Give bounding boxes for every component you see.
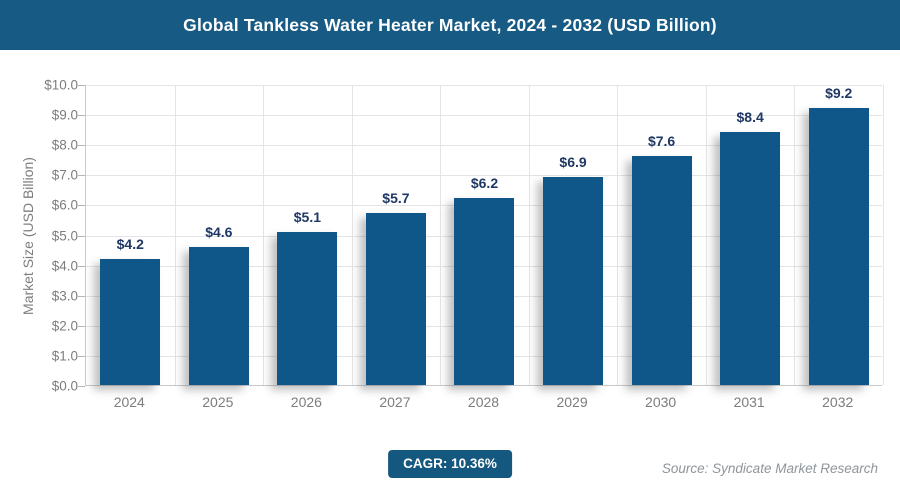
v-gridline [351, 85, 353, 385]
y-axis-tick-label: $2.0 [51, 318, 78, 334]
bar-value-label: $6.2 [470, 175, 499, 192]
bar-value-label: $7.6 [647, 133, 676, 150]
cagr-badge: CAGR: 10.36% [388, 450, 512, 478]
bar [454, 198, 515, 385]
bar-value-label: $8.4 [736, 109, 764, 126]
v-gridline [883, 85, 884, 385]
bar-column: $6.9 [529, 85, 618, 385]
y-axis-tick-label: $8.0 [51, 137, 78, 153]
y-axis-tick [78, 115, 85, 117]
y-axis-tick [78, 175, 85, 177]
bar-column: $4.2 [86, 85, 175, 385]
v-gridline [617, 85, 619, 385]
bar-column: $4.6 [175, 85, 264, 385]
x-axis-label: 2030 [645, 394, 677, 410]
x-axis-label: 2032 [822, 394, 854, 410]
bar [188, 246, 249, 385]
bar [277, 231, 338, 385]
bar-value-label: $4.2 [116, 235, 144, 252]
v-gridline [263, 85, 265, 385]
chart-title: Global Tankless Water Heater Market, 202… [183, 14, 717, 35]
bar-column: $5.7 [352, 85, 441, 385]
x-axis-label: 2027 [379, 394, 411, 410]
y-axis-tick [78, 355, 85, 357]
x-axis-label: 2028 [467, 394, 500, 410]
source-credit: Source: Syndicate Market Research [661, 461, 878, 476]
x-axis-label: 2029 [556, 394, 588, 410]
y-axis-tick-label: $3.0 [51, 288, 78, 304]
bar [543, 177, 604, 385]
y-axis-tick-label: $7.0 [51, 167, 78, 183]
bar-column: $6.2 [440, 85, 529, 385]
x-axis-label: 2026 [290, 394, 322, 410]
v-gridline [528, 85, 530, 385]
v-gridline [174, 85, 176, 385]
bar [100, 258, 161, 385]
bar-value-label: $5.7 [382, 190, 410, 207]
bar-value-label: $5.1 [293, 208, 321, 225]
y-axis-tick [78, 265, 85, 267]
h-gridline [86, 175, 882, 177]
y-axis-tick [78, 386, 85, 387]
chart-title-bar: Global Tankless Water Heater Market, 202… [0, 0, 900, 50]
x-axis-label: 2025 [202, 394, 234, 410]
bar-column: $5.1 [263, 85, 352, 385]
y-axis-tick [78, 295, 85, 297]
h-gridline [86, 115, 882, 117]
bar-value-label: $9.2 [825, 85, 853, 102]
y-axis-tick-label: $4.0 [51, 258, 78, 274]
y-axis-tick-label: $0.0 [51, 378, 78, 394]
y-axis-tick-label: $5.0 [51, 228, 78, 243]
bar-column: $8.4 [706, 85, 795, 385]
y-axis-tick [78, 205, 85, 207]
y-axis-tick [78, 325, 85, 327]
y-axis-tick [78, 145, 85, 147]
y-axis-tick-label: $9.0 [51, 107, 78, 123]
v-gridline [794, 85, 796, 385]
bar [720, 132, 781, 385]
bar-value-label: $4.6 [205, 223, 233, 240]
x-axis-label: 2024 [113, 394, 145, 410]
bar [631, 156, 692, 385]
bar-value-label: $6.9 [559, 154, 587, 171]
bar-column: $9.2 [794, 85, 883, 385]
x-axis-label: 2031 [733, 394, 765, 410]
bar [808, 108, 869, 385]
plot-area: $4.2 $4.6 $5.1 $5.7 $6.2 $6.9 $7.6 $8.4 $9.2 [78, 85, 884, 387]
y-axis-tick-label: $6.0 [51, 197, 78, 213]
bar-column: $7.6 [617, 85, 706, 385]
y-axis-tick [78, 235, 85, 237]
bar [365, 213, 426, 385]
y-axis-tick-label: $10.0 [44, 77, 78, 93]
h-gridline [86, 85, 882, 86]
v-gridline [705, 85, 707, 385]
v-gridline [440, 85, 442, 385]
h-gridline [86, 145, 882, 147]
y-axis-tick [78, 85, 85, 86]
y-axis-tick-label: $1.0 [51, 348, 78, 364]
